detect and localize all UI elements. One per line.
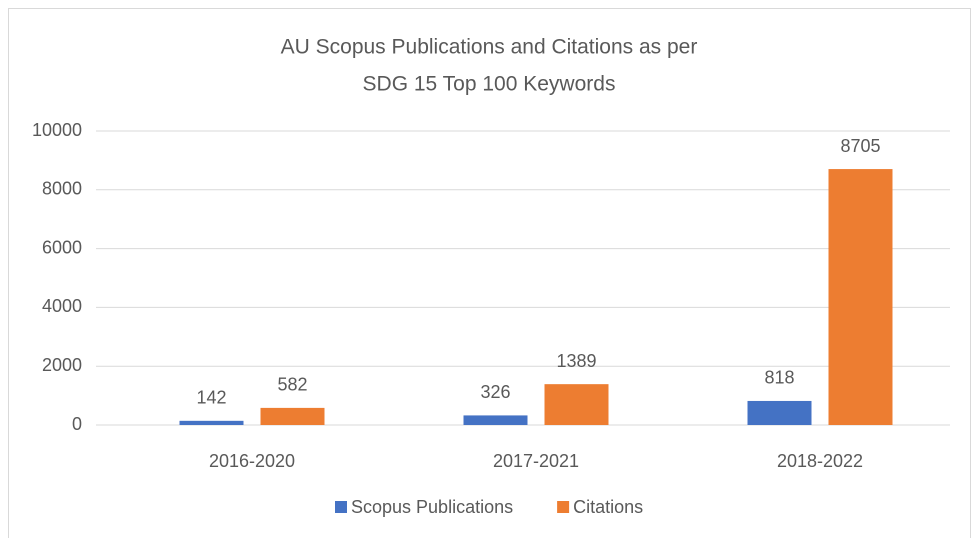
legend-label: Scopus Publications bbox=[351, 497, 513, 517]
y-tick-label: 4000 bbox=[42, 296, 82, 316]
bar bbox=[260, 407, 325, 425]
bar bbox=[463, 415, 528, 425]
y-tick-label: 8000 bbox=[42, 179, 82, 199]
x-tick-label: 2016-2020 bbox=[209, 451, 295, 471]
data-label: 8705 bbox=[840, 136, 880, 156]
data-label: 1389 bbox=[556, 351, 596, 371]
legend-swatch bbox=[335, 501, 347, 513]
y-tick-label: 6000 bbox=[42, 237, 82, 257]
legend-label: Citations bbox=[573, 497, 643, 517]
bar bbox=[179, 420, 244, 425]
y-tick-label: 2000 bbox=[42, 355, 82, 375]
data-label: 582 bbox=[277, 375, 307, 395]
data-label: 818 bbox=[764, 368, 794, 388]
chart-title: AU Scopus Publications and Citations as … bbox=[281, 36, 698, 59]
x-tick-label: 2018-2022 bbox=[777, 451, 863, 471]
chart-title: SDG 15 Top 100 Keywords bbox=[363, 73, 616, 96]
y-tick-label: 0 bbox=[72, 414, 82, 434]
legend-swatch bbox=[557, 501, 570, 513]
y-tick-label: 10000 bbox=[32, 120, 82, 140]
x-tick-label: 2017-2021 bbox=[493, 451, 579, 471]
data-label: 326 bbox=[480, 382, 510, 402]
bar bbox=[544, 384, 609, 425]
data-label: 142 bbox=[196, 388, 226, 408]
bar bbox=[828, 169, 893, 425]
bar bbox=[747, 400, 812, 425]
chart-border bbox=[8, 8, 971, 538]
